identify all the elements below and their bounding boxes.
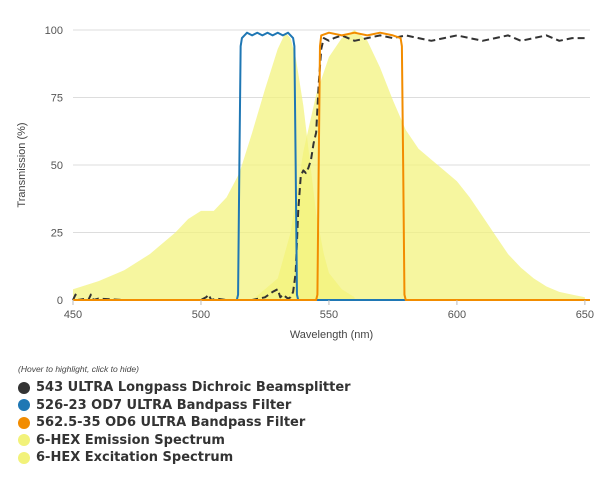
x-tick-label: 650: [576, 309, 594, 321]
legend-label: 526-23 OD7 ULTRA Bandpass Filter: [36, 397, 292, 413]
legend-item-562-bandpass[interactable]: 562.5-35 OD6 ULTRA Bandpass Filter: [18, 414, 351, 432]
legend-swatch: [18, 381, 30, 394]
spectrum-areas: [73, 30, 585, 300]
legend: (Hover to highlight, click to hide) 543 …: [18, 364, 351, 467]
x-axis: 450 500 550 600 650: [64, 300, 594, 321]
legend-label: 543 ULTRA Longpass Dichroic Beamsplitter: [36, 380, 351, 396]
y-tick-label: 25: [51, 228, 63, 240]
legend-swatch: [18, 399, 30, 412]
x-axis-title: Wavelength (nm): [290, 329, 373, 341]
series-6-hex-emission-spectrum[interactable]: [252, 30, 585, 300]
legend-item-hex-emission[interactable]: 6-HEX Emission Spectrum: [18, 432, 351, 450]
legend-item-526-bandpass[interactable]: 526-23 OD7 ULTRA Bandpass Filter: [18, 397, 351, 415]
y-axis-title: Transmission (%): [16, 122, 28, 207]
legend-item-hex-excitation[interactable]: 6-HEX Excitation Spectrum: [18, 449, 351, 467]
y-tick-label: 50: [51, 160, 63, 172]
series-562-5-35-od6-ultra-bandpass-filter[interactable]: [73, 31, 590, 301]
x-tick-label: 500: [192, 309, 210, 321]
transmission-chart: 450 500 550 600 650 0 25 50 75 100 Wavelength (n…: [16, 25, 594, 341]
y-tick-label: 75: [51, 93, 63, 105]
y-tick-label: 0: [57, 295, 63, 307]
x-tick-label: 600: [448, 309, 466, 321]
legend-hint: (Hover to highlight, click to hide): [18, 364, 139, 374]
filter-lines: [72, 31, 590, 301]
y-axis: 0 25 50 75 100: [45, 25, 63, 307]
series-6-hex-excitation-spectrum[interactable]: [73, 32, 355, 300]
legend-label: 6-HEX Emission Spectrum: [36, 432, 225, 448]
y-tick-label: 100: [45, 25, 63, 37]
x-tick-label: 550: [320, 309, 338, 321]
legend-swatch: [18, 416, 30, 429]
legend-label: 562.5-35 OD6 ULTRA Bandpass Filter: [36, 415, 306, 431]
legend-swatch: [18, 434, 30, 447]
series-526-23-od7-ultra-bandpass-filter[interactable]: [73, 31, 590, 301]
legend-item-longpass-dichroic[interactable]: 543 ULTRA Longpass Dichroic Beamsplitter: [18, 379, 351, 397]
legend-swatch: [18, 451, 30, 464]
x-tick-label: 450: [64, 309, 82, 321]
legend-label: 6-HEX Excitation Spectrum: [36, 450, 234, 466]
